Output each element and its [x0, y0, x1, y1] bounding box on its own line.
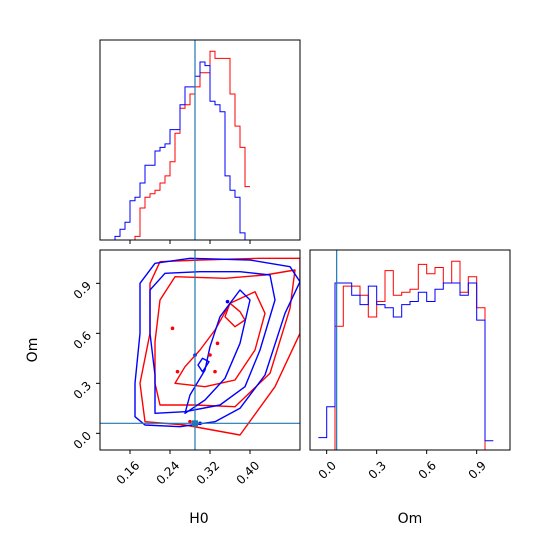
red-contour-0 [139, 257, 300, 436]
red-point-3 [208, 353, 212, 357]
om-x-tick-label-0: 0.0 [316, 458, 339, 481]
joint-x-tick-label-0: 0.16 [114, 458, 143, 487]
om-marginal-plot-area [318, 250, 494, 450]
om-marginal-frame [309, 249, 511, 451]
joint-y-tick-label-3: 0.9 [71, 279, 94, 302]
blue-contour-1 [149, 271, 276, 414]
x-axis-label-h0: H0 [189, 511, 208, 527]
red-point-1 [175, 369, 180, 374]
om-histogram-red [318, 260, 494, 450]
red-point-4 [213, 369, 217, 374]
om-x-tick-label-3: 0.9 [466, 458, 489, 481]
x-axis-label-om: Om [398, 511, 423, 527]
joint-truth-marker [192, 420, 198, 427]
h0-marginal-frame [99, 39, 301, 241]
blue-contour-2 [184, 289, 251, 414]
om-x-tick-label-1: 0.3 [366, 458, 389, 481]
h0-histogram-red [100, 50, 250, 240]
om-x-tick-label-2: 0.6 [416, 458, 439, 481]
red-point-2 [215, 341, 220, 346]
om-marginal-panel: 0.0 0.3 0.6 0.9 [309, 249, 511, 482]
h0-marginal-panel [99, 39, 301, 244]
red-contour-3 [224, 302, 246, 328]
joint-x-tick-label-1: 0.24 [154, 458, 183, 487]
red-contour-1 [154, 269, 296, 408]
y-axis-label-om: Om [25, 338, 41, 363]
joint-y-tick-label-2: 0.6 [71, 329, 94, 352]
joint-panel: 0.16 0.24 0.32 0.40 0.0 0.3 0.6 0.9 [71, 249, 301, 487]
blue-contour-3 [197, 357, 210, 373]
h0-histogram-blue [100, 61, 250, 240]
joint-x-tick-label-3: 0.40 [234, 458, 263, 487]
h0-marginal-plot-area [100, 40, 250, 240]
om-histogram-blue [318, 282, 494, 442]
joint-y-tick-label-1: 0.3 [71, 379, 94, 402]
joint-plot-area [100, 250, 300, 450]
joint-frame [99, 249, 301, 451]
blue-point-1 [225, 299, 230, 304]
red-point-5 [188, 419, 192, 424]
red-point-0 [170, 326, 175, 331]
blue-contour-0 [134, 257, 300, 428]
joint-x-tick-label-2: 0.32 [194, 458, 223, 487]
joint-y-tick-label-0: 0.0 [71, 429, 94, 452]
